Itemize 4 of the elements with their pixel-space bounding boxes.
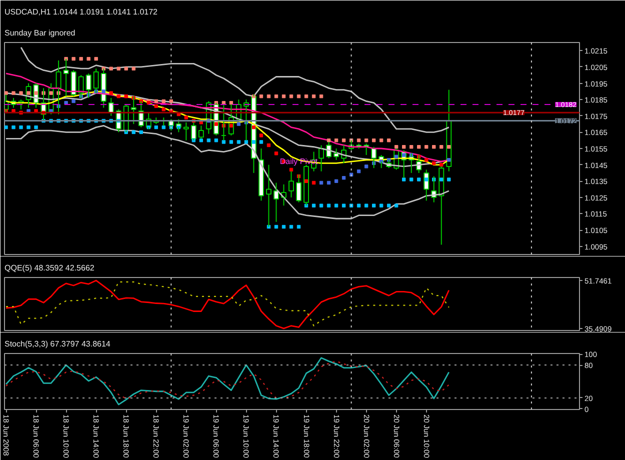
chart-title: Stoch(5,3,3) 67.3797 43.8614 xyxy=(4,340,111,348)
chart-subtitle: Sunday Bar ignored xyxy=(4,28,76,38)
chart-title: USDCAD,H1 1.0144 1.0191 1.0141 1.0172 xyxy=(4,8,158,16)
chart-title: QQE(5) 48.3592 42.5662 xyxy=(4,264,95,272)
